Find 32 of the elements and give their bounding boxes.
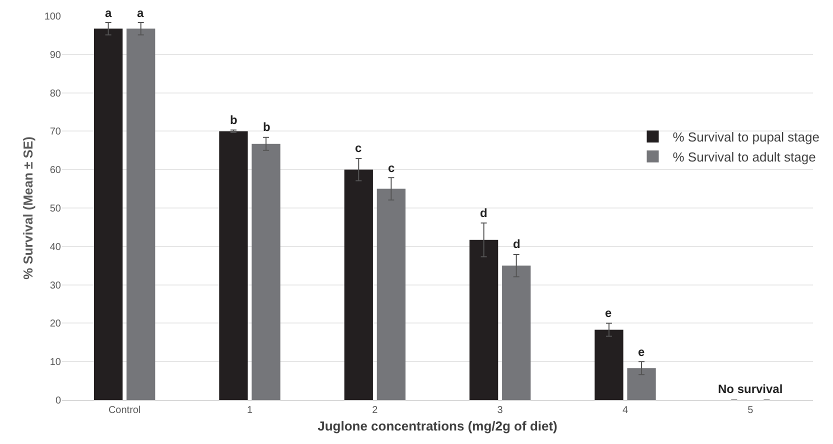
data-label: c	[388, 161, 395, 175]
y-tick-label: 30	[50, 280, 62, 292]
y-tick-label: 20	[50, 318, 62, 330]
y-tick-label: 60	[50, 165, 62, 176]
legend-label: % Survival to adult stage	[672, 149, 816, 164]
data-label: a	[137, 6, 144, 20]
annotation: No survival	[718, 382, 783, 396]
y-tick-label: 40	[50, 242, 62, 253]
data-label: d	[480, 206, 488, 220]
x-tick-label: 1	[246, 405, 253, 416]
y-tick-label: 50	[50, 204, 62, 214]
data-label: a	[105, 6, 112, 20]
data-label: b	[263, 120, 270, 134]
x-tick-label: 2	[372, 405, 378, 416]
legend-label: % Survival to pupal stage	[672, 130, 820, 145]
data-label: e	[605, 306, 612, 320]
y-tick-label: 0	[55, 396, 62, 406]
data-label: b	[230, 113, 238, 127]
y-tick-label: 90	[50, 50, 62, 61]
x-tick-label: 5	[748, 405, 754, 416]
data-label: c	[355, 141, 362, 155]
y-tick-label: 100	[44, 12, 62, 22]
x-axis-title: Juglone concentrations (mg/2g of diet)	[318, 418, 558, 434]
y-axis-title: % Survival (Mean ± SE)	[20, 136, 36, 280]
x-tick-label: 4	[622, 405, 628, 416]
x-tick-label: Control	[108, 405, 141, 416]
data-label: d	[513, 237, 520, 251]
x-tick-label: 3	[497, 405, 504, 416]
data-label: e	[638, 345, 645, 359]
y-tick-label: 10	[50, 357, 62, 368]
y-tick-label: 70	[50, 126, 62, 138]
y-tick-label: 80	[50, 88, 62, 100]
